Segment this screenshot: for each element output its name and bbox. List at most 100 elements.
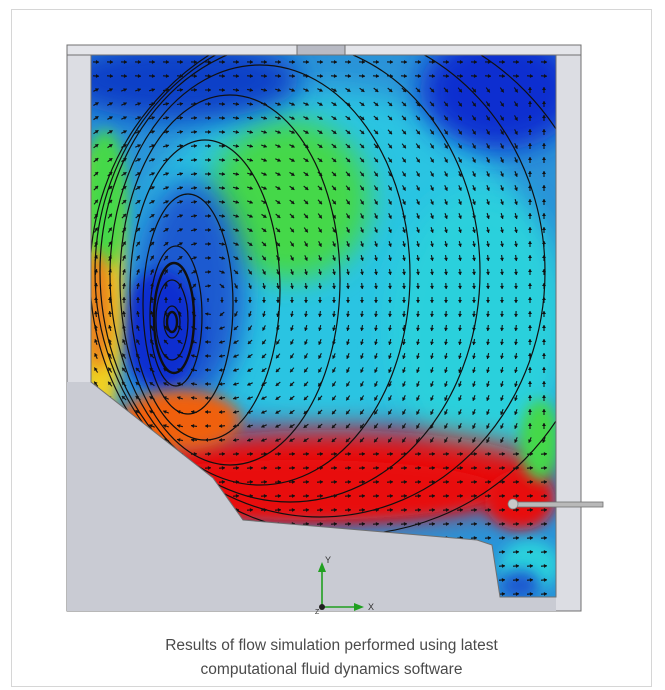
vector-arrowhead-icon: [193, 186, 197, 190]
vector-arrowhead-icon: [332, 341, 336, 345]
vector-arrowhead-icon: [192, 297, 196, 300]
vector-arrowhead-icon: [444, 411, 448, 415]
vector-arrowhead-icon: [165, 116, 169, 120]
vector-arrowhead-icon: [360, 327, 364, 331]
vector-arrowhead-icon: [178, 297, 182, 300]
vector-arrowhead-icon: [290, 257, 294, 261]
vector-arrowhead-icon: [94, 255, 98, 259]
vector-arrowhead-icon: [248, 326, 252, 331]
vector-arrowhead-icon: [486, 215, 490, 219]
vector-arrowhead-icon: [305, 74, 309, 78]
vector-arrowhead-icon: [332, 172, 337, 177]
vector-arrowhead-icon: [290, 200, 295, 204]
vector-arrowhead-icon: [179, 228, 183, 232]
vector-arrowhead-icon: [403, 452, 407, 456]
vector-arrowhead-icon: [123, 74, 127, 78]
vector-arrowhead-icon: [416, 173, 420, 177]
vector-arrowhead-icon: [318, 144, 323, 148]
vector-arrowhead-icon: [247, 354, 252, 358]
vector-arrowhead-icon: [486, 257, 490, 261]
vector-arrowhead-icon: [233, 382, 237, 386]
vector-arrowhead-icon: [332, 229, 336, 233]
vector-arrowhead-icon: [402, 201, 406, 205]
vector-arrowhead-icon: [263, 144, 267, 148]
vector-arrowhead-icon: [431, 522, 435, 526]
vector-arrowhead-icon: [275, 368, 280, 373]
vector-arrowhead-icon: [375, 466, 379, 470]
vector-arrowhead-icon: [416, 187, 420, 191]
vector-arrowhead-icon: [291, 74, 295, 78]
vector-arrowhead-icon: [388, 410, 392, 415]
vector-arrowhead-icon: [487, 522, 491, 526]
vector-arrowhead-icon: [219, 382, 223, 386]
vector-arrowhead-icon: [542, 353, 546, 356]
vector-arrowhead-icon: [263, 186, 267, 190]
vector-arrowhead-icon: [430, 229, 434, 233]
vector-arrowhead-icon: [235, 130, 239, 134]
vector-arrowhead-icon: [208, 102, 211, 106]
vector-arrowhead-icon: [501, 550, 505, 554]
vector-arrowhead-icon: [388, 130, 392, 135]
vector-arrowhead-icon: [235, 144, 239, 148]
vector-arrowhead-icon: [165, 214, 169, 218]
vector-arrowhead-icon: [263, 130, 267, 134]
vector-arrowhead-icon: [164, 325, 168, 330]
vector-arrowhead-icon: [514, 187, 518, 191]
vector-arrowhead-icon: [374, 257, 378, 261]
vector-arrowhead-icon: [459, 522, 463, 526]
vector-arrowhead-icon: [444, 439, 448, 443]
vector-arrowhead-icon: [374, 369, 378, 373]
vector-arrowhead-icon: [164, 255, 168, 260]
vector-arrowhead-icon: [205, 326, 209, 330]
vector-arrowhead-icon: [430, 300, 434, 303]
vector-arrowhead-icon: [416, 257, 420, 261]
vector-arrowhead-icon: [388, 341, 392, 345]
vector-arrowhead-icon: [318, 130, 323, 134]
vector-arrowhead-icon: [486, 102, 490, 107]
vector-arrowhead-icon: [360, 410, 364, 415]
vector-arrowhead-icon: [528, 227, 532, 230]
vector-arrowhead-icon: [458, 327, 462, 331]
vector-arrowhead-icon: [248, 313, 252, 317]
vector-arrowhead-icon: [416, 438, 420, 443]
vector-arrowhead-icon: [416, 201, 420, 205]
vector-arrowhead-icon: [304, 285, 308, 289]
vector-arrowhead-icon: [360, 383, 364, 387]
vector-arrowhead-icon: [501, 592, 505, 596]
vector-arrowhead-icon: [137, 74, 141, 78]
vector-arrowhead-icon: [374, 229, 378, 233]
vector-arrowhead-icon: [458, 215, 462, 219]
vector-arrowhead-icon: [261, 424, 265, 428]
vector-arrowhead-icon: [165, 130, 169, 134]
vector-arrowhead-icon: [346, 144, 351, 148]
vector-arrowhead-icon: [108, 158, 113, 162]
vector-arrowhead-icon: [179, 102, 183, 106]
vector-arrowhead-icon: [374, 383, 378, 387]
vector-arrowhead-icon: [402, 341, 406, 345]
vector-arrowhead-icon: [346, 102, 351, 106]
vector-arrowhead-icon: [403, 74, 407, 78]
vector-arrowhead-icon: [500, 285, 504, 289]
vector-arrowhead-icon: [431, 480, 435, 484]
vector-arrowhead-icon: [221, 200, 225, 204]
vector-arrowhead-icon: [417, 466, 421, 470]
vector-arrowhead-icon: [123, 102, 127, 106]
vector-arrowhead-icon: [403, 480, 407, 484]
vector-arrowhead-icon: [361, 466, 365, 470]
vector-arrowhead-icon: [375, 480, 379, 484]
vector-arrowhead-icon: [514, 383, 518, 387]
vector-arrowhead-icon: [542, 339, 546, 342]
vector-arrowhead-icon: [193, 172, 197, 176]
vector-arrowhead-icon: [543, 550, 547, 554]
vector-arrowhead-icon: [346, 130, 351, 134]
vector-arrowhead-icon: [389, 74, 393, 78]
vector-arrowhead-icon: [94, 185, 99, 190]
vector-arrowhead-icon: [388, 355, 392, 359]
vector-arrowhead-icon: [221, 242, 225, 246]
vector-arrowhead-icon: [458, 439, 462, 443]
vector-arrowhead-icon: [304, 355, 308, 359]
vector-arrowhead-icon: [374, 313, 378, 317]
vector-arrowhead-icon: [318, 271, 322, 275]
vector-arrowhead-icon: [542, 129, 546, 132]
vector-arrowhead-icon: [191, 396, 195, 400]
